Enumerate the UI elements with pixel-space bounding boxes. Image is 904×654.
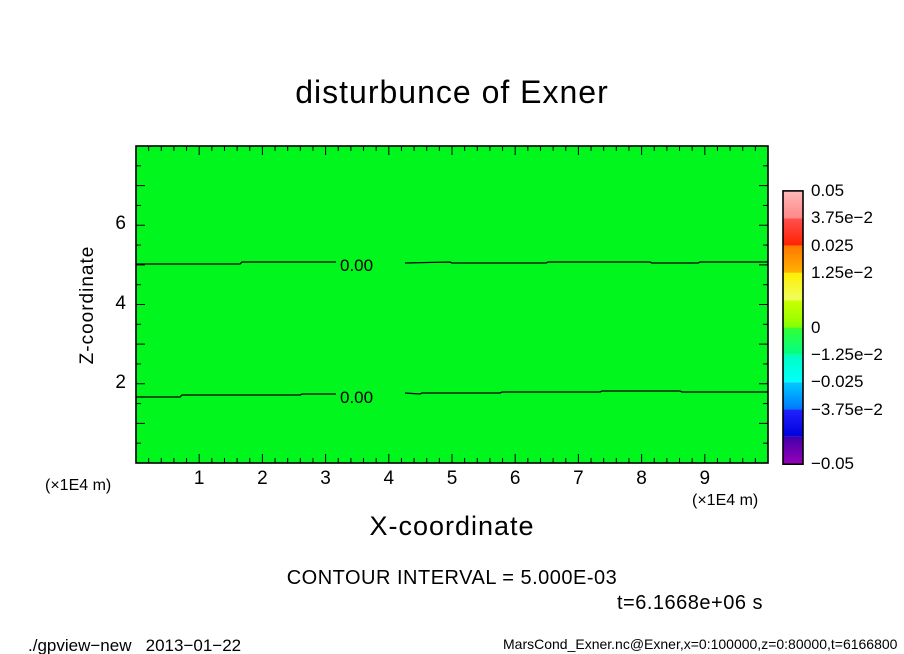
svg-text:0.00: 0.00 <box>340 388 373 407</box>
svg-text:0.00: 0.00 <box>340 256 373 275</box>
